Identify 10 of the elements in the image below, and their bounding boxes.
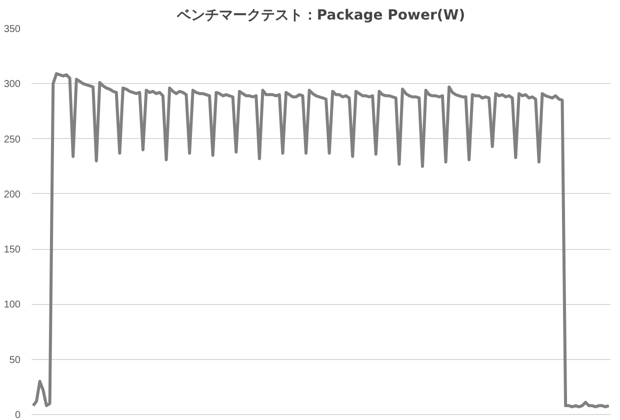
line-series bbox=[32, 72, 610, 408]
y-tick-label: 250 bbox=[4, 134, 21, 146]
y-tick-label: 100 bbox=[4, 300, 21, 311]
y-tick-label: 150 bbox=[4, 244, 21, 256]
y-tick-label: 350 bbox=[4, 24, 21, 35]
y-tick-label: 0 bbox=[14, 410, 21, 420]
y-tick-label: 200 bbox=[4, 189, 21, 200]
y-tick-label: 300 bbox=[4, 79, 21, 90]
y-tick-label: 50 bbox=[9, 354, 21, 366]
chart-title: ベンチマークテスト：Package Power(W) bbox=[176, 8, 466, 24]
